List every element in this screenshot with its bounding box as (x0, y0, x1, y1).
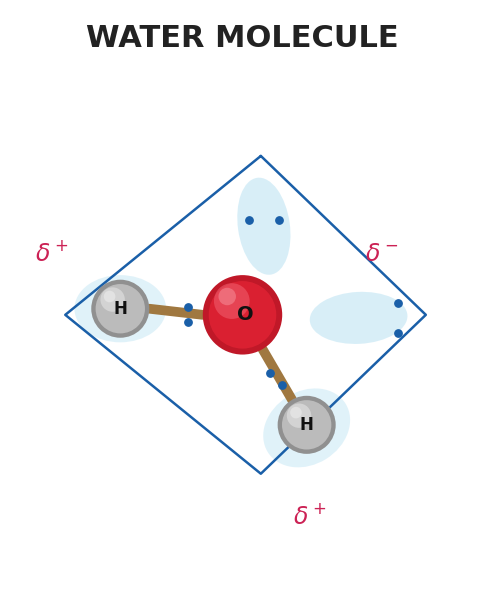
Circle shape (104, 290, 115, 302)
Point (275, 215, 283, 225)
Text: $\delta^+$: $\delta^+$ (35, 241, 68, 266)
Ellipse shape (74, 275, 166, 343)
Text: O: O (237, 305, 253, 325)
Text: $\delta^-$: $\delta^-$ (364, 242, 397, 266)
Ellipse shape (237, 178, 290, 275)
Circle shape (277, 396, 335, 454)
Circle shape (213, 283, 249, 319)
Point (244, 215, 252, 225)
Circle shape (218, 288, 236, 305)
Point (393, 328, 401, 338)
Text: H: H (299, 416, 313, 434)
Circle shape (95, 284, 145, 334)
Circle shape (100, 287, 124, 312)
Ellipse shape (309, 292, 407, 344)
Circle shape (208, 281, 276, 349)
Point (278, 380, 286, 390)
Circle shape (281, 400, 331, 449)
Circle shape (91, 280, 149, 338)
Circle shape (289, 407, 301, 418)
Text: WATER MOLECULE: WATER MOLECULE (86, 24, 398, 53)
Point (393, 298, 401, 307)
Point (183, 302, 191, 312)
Circle shape (286, 403, 311, 428)
Point (266, 368, 273, 377)
Ellipse shape (263, 388, 349, 467)
Text: H: H (113, 300, 127, 318)
Text: $\delta^+$: $\delta^+$ (292, 504, 326, 529)
Point (183, 317, 191, 327)
Circle shape (202, 275, 282, 355)
